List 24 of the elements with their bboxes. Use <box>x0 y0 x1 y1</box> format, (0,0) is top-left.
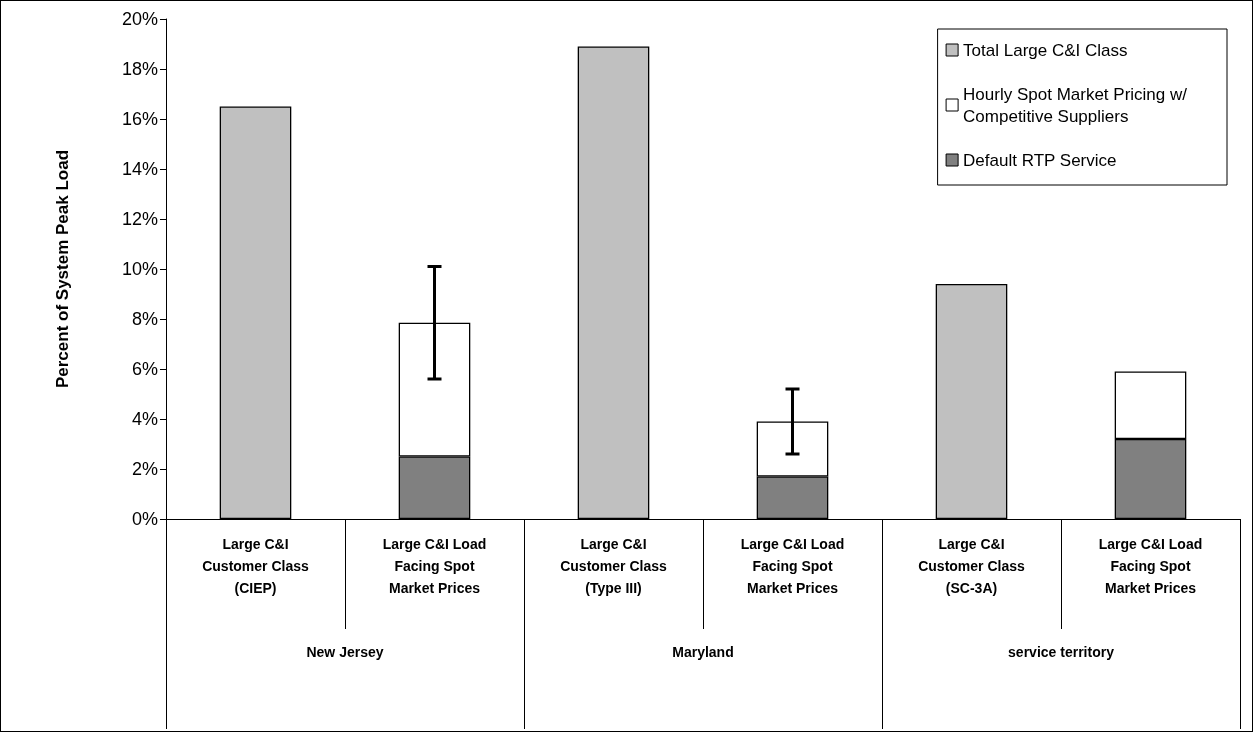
x-tick-label: Large C&I Load Facing Spot Market Prices <box>382 536 487 596</box>
y-tick-label: 12% <box>121 209 158 229</box>
y-tick-label: 10% <box>121 259 158 279</box>
y-tick-label: 4% <box>131 409 158 429</box>
text: Maryland <box>672 644 734 660</box>
x-tick-label: Large C&I Customer Class (CIEP) <box>202 536 310 596</box>
y-axis-title: Percent of System Peak Load <box>53 149 72 389</box>
y-tick-label: 2% <box>131 459 158 479</box>
legend-label: Hourly Spot Market Pricing w/ Competitive Suppliers <box>963 84 1188 126</box>
legend-label: Default RTP Service <box>963 150 1117 170</box>
y-tick-label: 20% <box>121 9 158 29</box>
y-tick-label: 14% <box>121 159 158 179</box>
x-tick-label: Large C&I Load Facing Spot Market Prices <box>740 536 845 596</box>
y-tick-label: 16% <box>121 109 158 129</box>
x-tick-label: Large C&I Customer Class (Type III) <box>560 536 668 596</box>
y-tick-label: 18% <box>121 59 158 79</box>
text: New Jersey <box>306 644 384 660</box>
x-tick-label: Large C&I Load Facing Spot Market Prices <box>1098 536 1203 596</box>
y-tick-label: 8% <box>131 309 158 329</box>
text: service territory <box>1008 644 1115 660</box>
y-tick-label: 6% <box>131 359 158 379</box>
legend-label: Total Large C&I Class <box>963 40 1128 60</box>
y-tick-label: 0% <box>131 509 158 529</box>
x-tick-label: Large C&I Customer Class (SC-3A) <box>918 536 1026 596</box>
